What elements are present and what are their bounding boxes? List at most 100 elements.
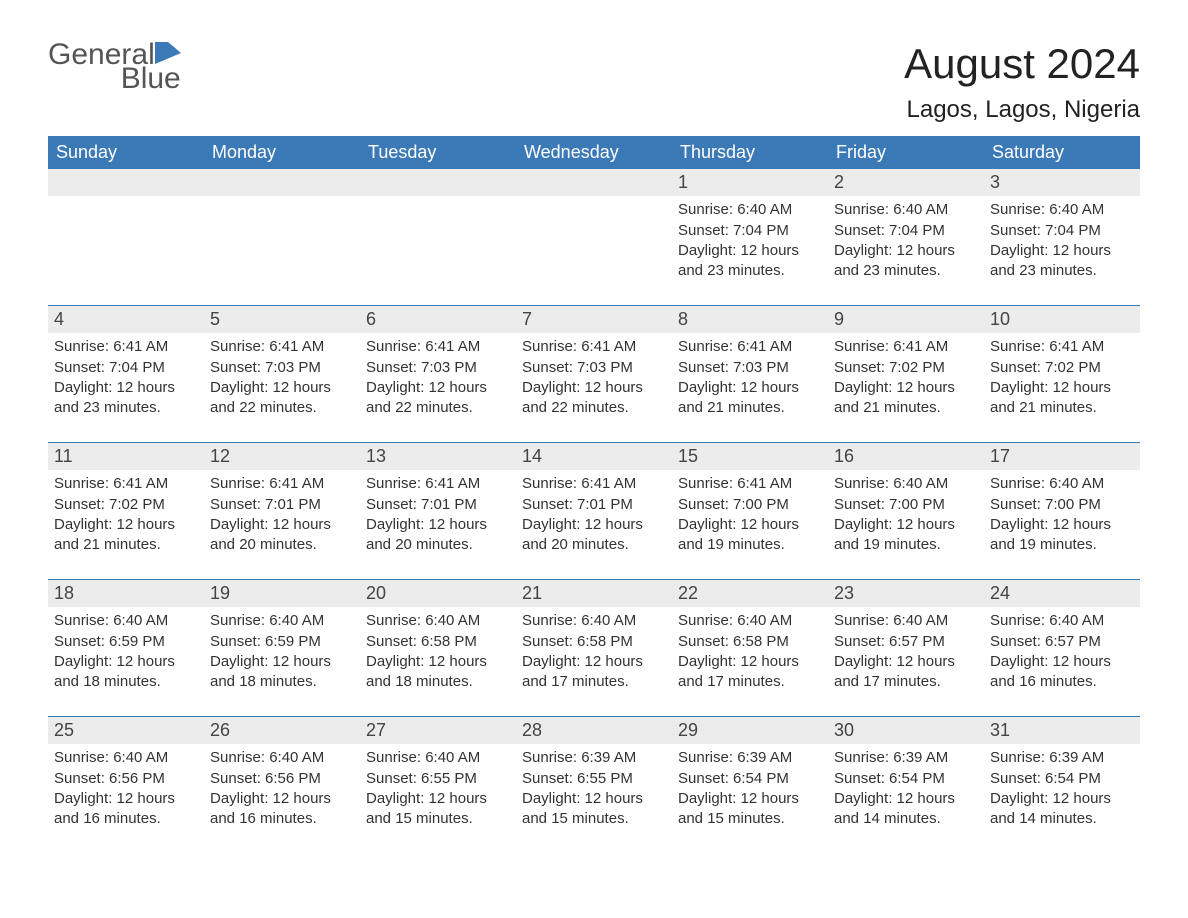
week-row: 11Sunrise: 6:41 AMSunset: 7:02 PMDayligh… bbox=[48, 442, 1140, 565]
daylight-l2-label: and 15 minutes. bbox=[366, 809, 510, 829]
sunrise-label: Sunrise: 6:40 AM bbox=[834, 611, 978, 631]
daylight-l1-label: Daylight: 12 hours bbox=[366, 515, 510, 535]
sunrise-label: Sunrise: 6:40 AM bbox=[834, 200, 978, 220]
daylight-l2-label: and 14 minutes. bbox=[834, 809, 978, 829]
daylight-l1-label: Daylight: 12 hours bbox=[834, 378, 978, 398]
daylight-l2-label: and 21 minutes. bbox=[54, 535, 198, 555]
daylight-l2-label: and 20 minutes. bbox=[366, 535, 510, 555]
day-cell: 6Sunrise: 6:41 AMSunset: 7:03 PMDaylight… bbox=[360, 306, 516, 428]
daylight-l2-label: and 17 minutes. bbox=[522, 672, 666, 692]
sunrise-label: Sunrise: 6:41 AM bbox=[990, 337, 1134, 357]
daylight-l1-label: Daylight: 12 hours bbox=[366, 789, 510, 809]
day-number: 28 bbox=[516, 717, 672, 744]
daylight-l2-label: and 17 minutes. bbox=[834, 672, 978, 692]
weekday-header: Sunday bbox=[48, 136, 204, 169]
day-cell: 7Sunrise: 6:41 AMSunset: 7:03 PMDaylight… bbox=[516, 306, 672, 428]
sunrise-label: Sunrise: 6:41 AM bbox=[54, 474, 198, 494]
sunset-label: Sunset: 6:58 PM bbox=[366, 632, 510, 652]
sunrise-label: Sunrise: 6:41 AM bbox=[834, 337, 978, 357]
daylight-l1-label: Daylight: 12 hours bbox=[678, 789, 822, 809]
sunrise-label: Sunrise: 6:41 AM bbox=[366, 474, 510, 494]
day-cell: 26Sunrise: 6:40 AMSunset: 6:56 PMDayligh… bbox=[204, 717, 360, 839]
daylight-l1-label: Daylight: 12 hours bbox=[366, 652, 510, 672]
daylight-l1-label: Daylight: 12 hours bbox=[522, 378, 666, 398]
day-details: Sunrise: 6:41 AMSunset: 7:00 PMDaylight:… bbox=[672, 470, 828, 555]
sunrise-label: Sunrise: 6:41 AM bbox=[54, 337, 198, 357]
sunset-label: Sunset: 6:54 PM bbox=[834, 769, 978, 789]
sunrise-label: Sunrise: 6:40 AM bbox=[54, 611, 198, 631]
day-cell: 17Sunrise: 6:40 AMSunset: 7:00 PMDayligh… bbox=[984, 443, 1140, 565]
daylight-l1-label: Daylight: 12 hours bbox=[210, 652, 354, 672]
sunset-label: Sunset: 7:03 PM bbox=[210, 358, 354, 378]
day-details: Sunrise: 6:41 AMSunset: 7:02 PMDaylight:… bbox=[48, 470, 204, 555]
sunrise-label: Sunrise: 6:39 AM bbox=[678, 748, 822, 768]
weekday-header: Saturday bbox=[984, 136, 1140, 169]
daylight-l1-label: Daylight: 12 hours bbox=[990, 789, 1134, 809]
day-details: Sunrise: 6:40 AMSunset: 7:04 PMDaylight:… bbox=[672, 196, 828, 281]
weekday-header-row: Sunday Monday Tuesday Wednesday Thursday… bbox=[48, 136, 1140, 169]
daylight-l2-label: and 18 minutes. bbox=[210, 672, 354, 692]
daylight-l2-label: and 22 minutes. bbox=[210, 398, 354, 418]
day-number: 29 bbox=[672, 717, 828, 744]
day-number: 10 bbox=[984, 306, 1140, 333]
sunrise-label: Sunrise: 6:40 AM bbox=[678, 611, 822, 631]
day-number: 20 bbox=[360, 580, 516, 607]
day-number bbox=[516, 169, 672, 196]
daylight-l1-label: Daylight: 12 hours bbox=[834, 652, 978, 672]
sunset-label: Sunset: 6:56 PM bbox=[210, 769, 354, 789]
sunset-label: Sunset: 6:54 PM bbox=[990, 769, 1134, 789]
logo-text: General Blue bbox=[48, 40, 181, 94]
day-number bbox=[360, 169, 516, 196]
daylight-l2-label: and 23 minutes. bbox=[990, 261, 1134, 281]
month-title: August 2024 bbox=[904, 40, 1140, 88]
daylight-l1-label: Daylight: 12 hours bbox=[834, 241, 978, 261]
day-cell bbox=[516, 169, 672, 291]
daylight-l1-label: Daylight: 12 hours bbox=[210, 378, 354, 398]
daylight-l2-label: and 16 minutes. bbox=[54, 809, 198, 829]
week-row: 25Sunrise: 6:40 AMSunset: 6:56 PMDayligh… bbox=[48, 716, 1140, 839]
sunrise-label: Sunrise: 6:41 AM bbox=[522, 474, 666, 494]
daylight-l2-label: and 21 minutes. bbox=[990, 398, 1134, 418]
day-cell: 3Sunrise: 6:40 AMSunset: 7:04 PMDaylight… bbox=[984, 169, 1140, 291]
sunset-label: Sunset: 7:04 PM bbox=[990, 221, 1134, 241]
sunrise-label: Sunrise: 6:40 AM bbox=[990, 611, 1134, 631]
day-number: 22 bbox=[672, 580, 828, 607]
day-details: Sunrise: 6:41 AMSunset: 7:03 PMDaylight:… bbox=[672, 333, 828, 418]
day-number: 24 bbox=[984, 580, 1140, 607]
week-row: 4Sunrise: 6:41 AMSunset: 7:04 PMDaylight… bbox=[48, 305, 1140, 428]
daylight-l2-label: and 19 minutes. bbox=[990, 535, 1134, 555]
sunrise-label: Sunrise: 6:40 AM bbox=[54, 748, 198, 768]
location-label: Lagos, Lagos, Nigeria bbox=[904, 96, 1140, 124]
day-cell: 5Sunrise: 6:41 AMSunset: 7:03 PMDaylight… bbox=[204, 306, 360, 428]
day-number: 19 bbox=[204, 580, 360, 607]
day-cell: 20Sunrise: 6:40 AMSunset: 6:58 PMDayligh… bbox=[360, 580, 516, 702]
day-cell bbox=[48, 169, 204, 291]
brand-logo: General Blue bbox=[48, 40, 181, 94]
sunset-label: Sunset: 6:58 PM bbox=[522, 632, 666, 652]
sunrise-label: Sunrise: 6:40 AM bbox=[366, 748, 510, 768]
calendar-page: General Blue August 2024 Lagos, Lagos, N… bbox=[0, 0, 1188, 879]
sunset-label: Sunset: 7:04 PM bbox=[678, 221, 822, 241]
day-cell: 24Sunrise: 6:40 AMSunset: 6:57 PMDayligh… bbox=[984, 580, 1140, 702]
daylight-l2-label: and 15 minutes. bbox=[678, 809, 822, 829]
sunset-label: Sunset: 6:55 PM bbox=[522, 769, 666, 789]
day-number: 9 bbox=[828, 306, 984, 333]
day-number bbox=[48, 169, 204, 196]
daylight-l1-label: Daylight: 12 hours bbox=[54, 789, 198, 809]
day-cell: 12Sunrise: 6:41 AMSunset: 7:01 PMDayligh… bbox=[204, 443, 360, 565]
day-details: Sunrise: 6:40 AMSunset: 6:55 PMDaylight:… bbox=[360, 744, 516, 829]
day-cell: 21Sunrise: 6:40 AMSunset: 6:58 PMDayligh… bbox=[516, 580, 672, 702]
day-cell: 27Sunrise: 6:40 AMSunset: 6:55 PMDayligh… bbox=[360, 717, 516, 839]
daylight-l1-label: Daylight: 12 hours bbox=[522, 789, 666, 809]
sunrise-label: Sunrise: 6:41 AM bbox=[210, 337, 354, 357]
sunset-label: Sunset: 7:04 PM bbox=[834, 221, 978, 241]
day-details: Sunrise: 6:40 AMSunset: 6:58 PMDaylight:… bbox=[360, 607, 516, 692]
sunset-label: Sunset: 7:04 PM bbox=[54, 358, 198, 378]
daylight-l2-label: and 16 minutes. bbox=[990, 672, 1134, 692]
sunset-label: Sunset: 7:00 PM bbox=[990, 495, 1134, 515]
weekday-header: Wednesday bbox=[516, 136, 672, 169]
daylight-l2-label: and 19 minutes. bbox=[834, 535, 978, 555]
day-cell: 16Sunrise: 6:40 AMSunset: 7:00 PMDayligh… bbox=[828, 443, 984, 565]
daylight-l2-label: and 22 minutes. bbox=[366, 398, 510, 418]
daylight-l1-label: Daylight: 12 hours bbox=[990, 652, 1134, 672]
